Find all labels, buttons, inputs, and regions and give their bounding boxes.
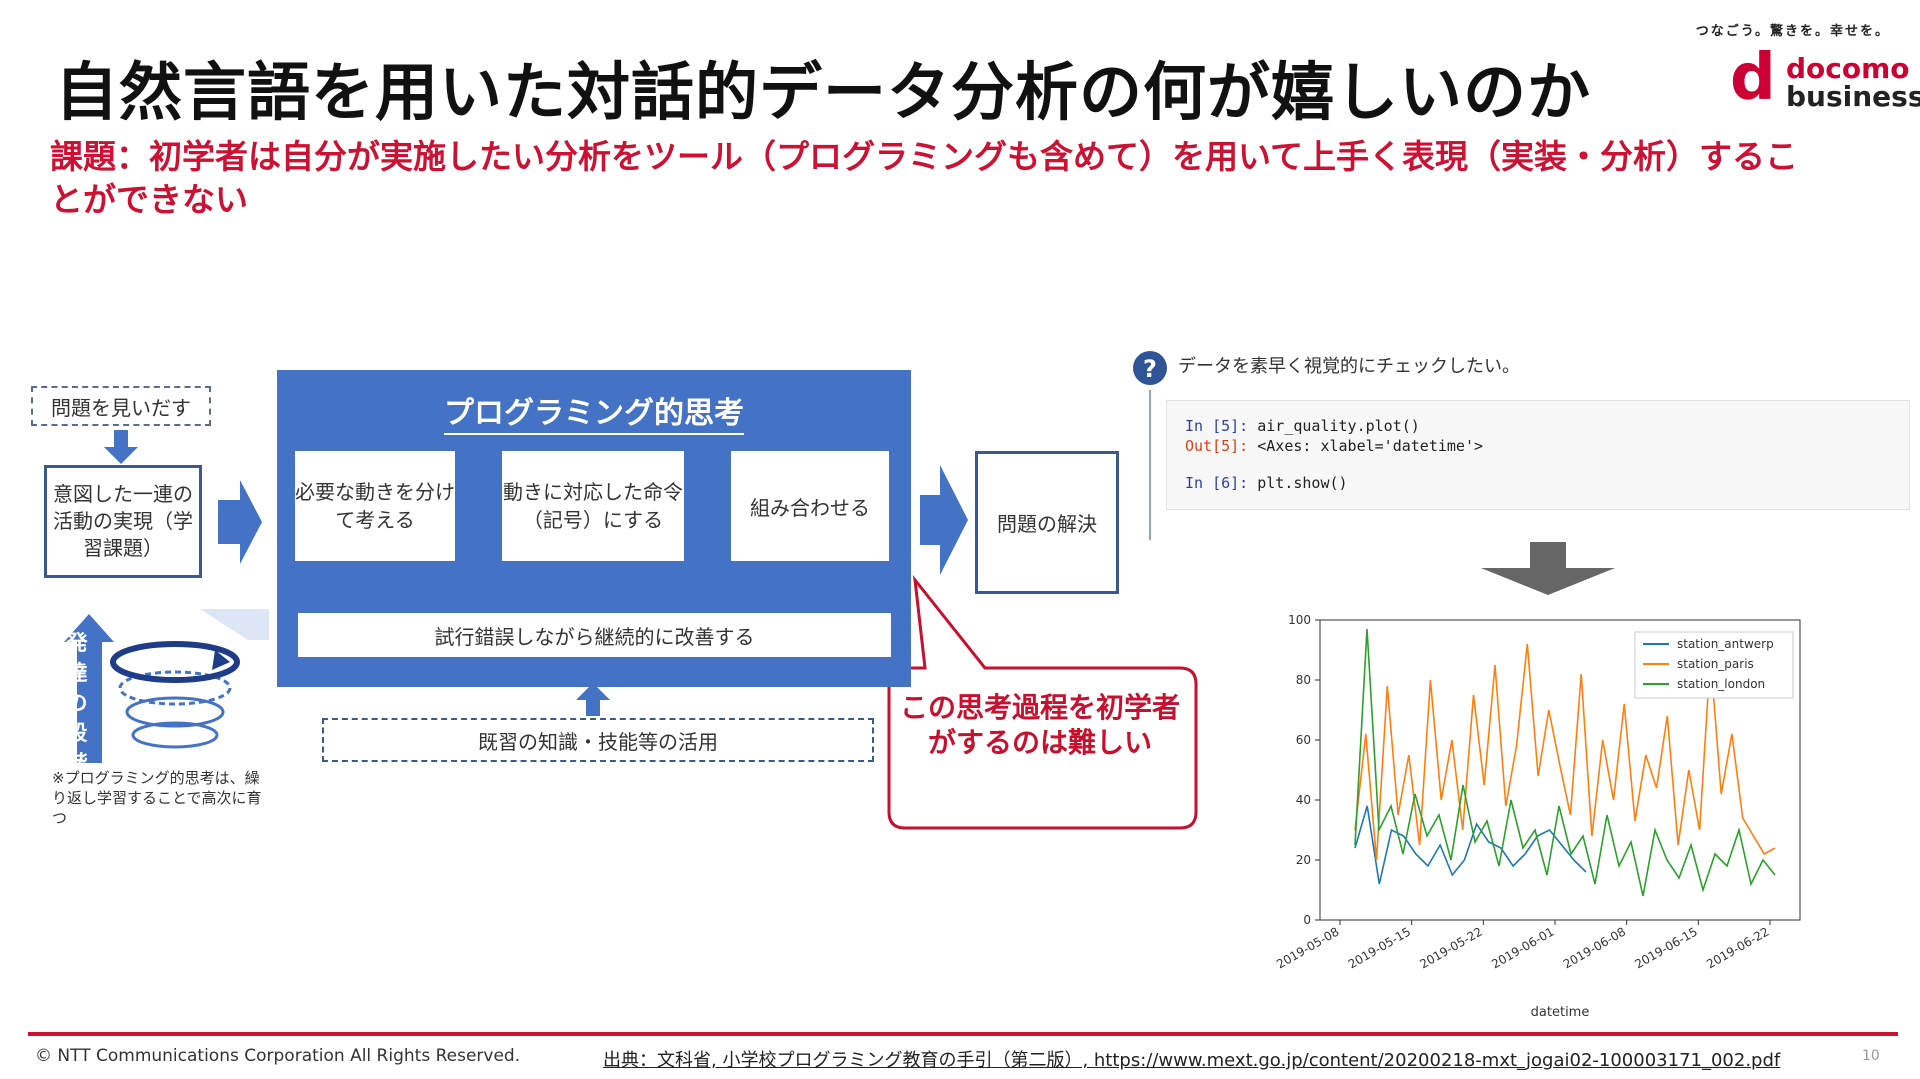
arrow-down-icon — [104, 430, 138, 464]
step-command-box: 動きに対応した命令（記号）にする — [502, 451, 684, 561]
y-tick-label: 100 — [1288, 613, 1311, 627]
logo-word-business: business — [1786, 80, 1920, 113]
y-tick-label: 60 — [1296, 733, 1311, 747]
arrow-up-icon — [576, 683, 610, 716]
code-line: Out[5]: <Axes: xlabel='datetime'> — [1185, 437, 1483, 455]
brand-tagline: つなごう。驚きを。幸せを。 — [1695, 24, 1890, 39]
svg-text:?: ? — [1143, 355, 1157, 383]
series-line-station_antwerp — [1354, 805, 1587, 885]
page-number: 10 — [1862, 1048, 1880, 1064]
page-subtitle: 課題：初学者は自分が実施したい分析をツール（プログラミングも含めて）を用いて上手… — [50, 137, 1799, 219]
step-divide-box: 必要な動きを分けて考える — [295, 451, 455, 561]
existing-knowledge-box: 既習の知識・技能等の活用 — [322, 718, 874, 762]
copyright: © NTT Communications Corporation All Rig… — [35, 1046, 521, 1066]
footer-divider — [28, 1032, 1898, 1036]
x-axis-label: datetime — [1531, 1005, 1590, 1020]
question-icon — [1133, 351, 1167, 385]
y-tick-label: 0 — [1303, 913, 1311, 927]
source-link[interactable]: 出典：文科省, 小学校プログラミング教育の手引（第二版）, https://ww… — [603, 1050, 1781, 1071]
code-text: plt.show() — [1248, 474, 1348, 492]
line-chart: 0 20 40 60 80 100 2019-05-08 2019-05-15 2019-05-… — [1274, 613, 1801, 1020]
arrow-right-icon — [218, 480, 262, 564]
spiral-icon — [110, 641, 240, 749]
legend-entry: station_london — [1677, 677, 1765, 691]
legend-entry: station_antwerp — [1677, 637, 1774, 651]
problem-find-box: 問題を見いだす — [31, 386, 211, 426]
code-text: air_quality.plot() — [1248, 417, 1420, 435]
logo-mark: d — [1730, 41, 1776, 115]
logo-word-docomo: docomo — [1786, 52, 1910, 85]
code-prompt: In [6]: — [1185, 474, 1249, 492]
page-title: 自然言語を用いた対話的データ分析の何が嬉しいのか — [55, 56, 1591, 129]
arrow-down-icon — [1481, 542, 1615, 595]
panel-title: プログラミング的思考 — [277, 388, 911, 435]
trial-error-box: 試行錯誤しながら継続的に改善する — [298, 613, 891, 657]
code-prompt: Out[5]: — [1185, 437, 1249, 455]
legend-entry: station_paris — [1677, 657, 1754, 671]
code-cell: In [5]: air_quality.plot() Out[5]: <Axes… — [1166, 400, 1910, 510]
series-line-station_london — [1354, 628, 1776, 897]
step-combine-box: 組み合わせる — [731, 451, 889, 561]
x-tick-label: 2019-06-08 — [1561, 924, 1628, 971]
intent-box: 意図した一連の活動の実現（学習課題） — [44, 465, 202, 578]
y-tick-label: 20 — [1296, 853, 1311, 867]
x-tick-label: 2019-06-22 — [1704, 924, 1771, 971]
arrow-right-icon — [920, 465, 968, 575]
panel-title-text: プログラミング的思考 — [444, 396, 744, 435]
development-stage-label: 発達の段階 — [66, 631, 88, 775]
x-tick-label: 2019-05-15 — [1346, 924, 1413, 971]
docomo-business-logo: d docomo business — [1730, 41, 1920, 116]
question-text: データを素早く視覚的にチェックしたい。 — [1178, 356, 1520, 377]
x-tick-label: 2019-05-08 — [1274, 924, 1341, 971]
x-tick-label: 2019-06-15 — [1632, 924, 1699, 971]
code-text: <Axes: xlabel='datetime'> — [1248, 437, 1484, 455]
x-tick-label: 2019-05-22 — [1417, 924, 1484, 971]
x-tick-label: 2019-06-01 — [1489, 924, 1556, 971]
code-line: In [6]: plt.show() — [1185, 474, 1348, 492]
development-note: ※プログラミング的思考は、繰り返し学習することで高次に育つ — [52, 769, 262, 827]
code-line: In [5]: air_quality.plot() — [1185, 417, 1420, 435]
callout-text: この思考過程を初学者がするのは難しい — [899, 691, 1180, 759]
solution-box: 問題の解決 — [975, 451, 1119, 594]
series-line-station_paris — [1354, 643, 1776, 861]
y-tick-label: 80 — [1296, 673, 1311, 687]
code-prompt: In [5]: — [1185, 417, 1249, 435]
y-tick-label: 40 — [1296, 793, 1311, 807]
arrow-up-icon — [64, 614, 114, 763]
